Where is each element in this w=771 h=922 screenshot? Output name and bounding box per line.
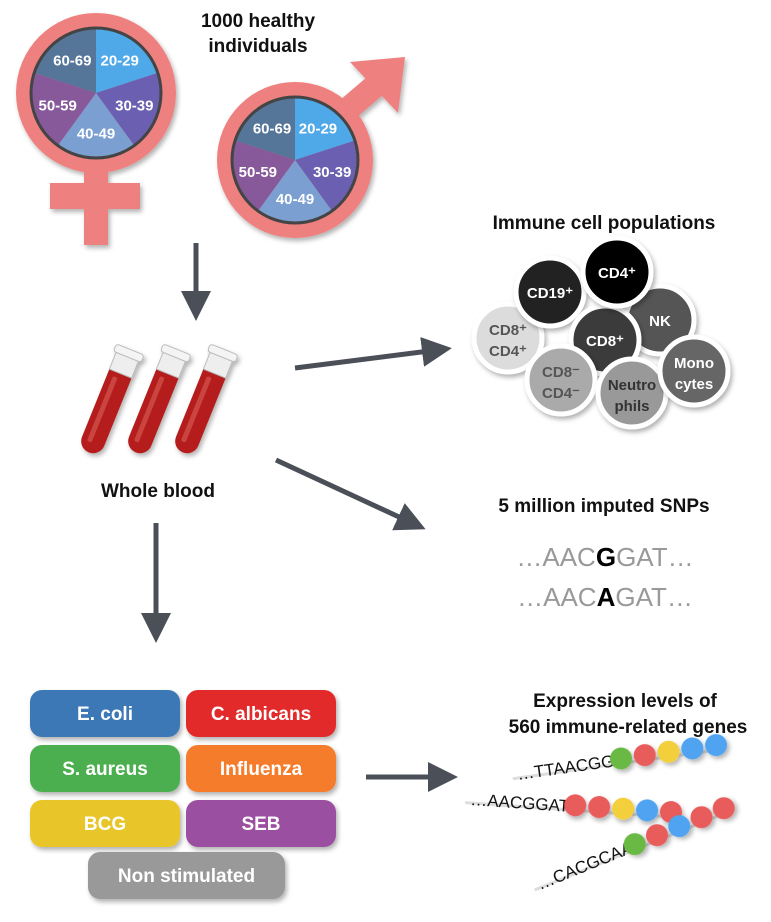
- snp-variant: G: [596, 542, 616, 572]
- expression-dot: [690, 806, 713, 829]
- stimulus-s-aureus: S. aureus: [30, 745, 180, 792]
- cell-label: CD8⁺: [489, 322, 527, 339]
- cell-label: NK: [649, 313, 671, 330]
- snp-sequence: …AACGGAT…: [516, 542, 693, 572]
- pie-slice-40-49: [257, 160, 333, 223]
- test-tube: [175, 344, 238, 454]
- male-age-pie: 20-29 30-39 40-49 50-59 60-69: [230, 95, 360, 225]
- cell-label: Neutro: [608, 377, 656, 394]
- age-group-label: 50-59: [38, 97, 76, 114]
- cell-label: cytes: [675, 376, 713, 393]
- stimuli-grid: E. coli C. albicans S. aureus Influenza BCG S…: [30, 690, 336, 899]
- age-group-label: 40-49: [276, 191, 314, 208]
- expression-dot: [681, 737, 704, 760]
- stimulus-label: E. coli: [77, 704, 133, 725]
- arrow-blood-to-snps: [274, 457, 426, 531]
- expression-dot: [712, 797, 735, 820]
- snp-variant: A: [597, 582, 616, 612]
- snps-title: 5 million imputed SNPs: [498, 496, 709, 517]
- expression-dot: [564, 794, 587, 817]
- pie-slice-30-39: [295, 140, 358, 211]
- expression-dot: [588, 796, 611, 819]
- cohort-title-line2: individuals: [208, 36, 307, 57]
- cell-label: CD4⁺: [598, 265, 636, 282]
- pie-slice-50-59: [31, 72, 97, 146]
- gene-sequence: …CACGCAA: [534, 838, 635, 894]
- gene-row: …TTAACGG: [512, 734, 728, 784]
- gene-sequence: …TTAACGG: [516, 752, 616, 784]
- stimulus-label: Non stimulated: [118, 866, 255, 887]
- arrow-blood-to-cells: [294, 337, 452, 371]
- flow-arrows: [141, 243, 458, 792]
- expression-dot: [705, 734, 728, 757]
- stimulus-label: BCG: [84, 814, 126, 835]
- pie-slice-60-69: [235, 97, 295, 160]
- expression-dot: [645, 824, 668, 847]
- stimulus-non-stimulated: Non stimulated: [88, 852, 285, 899]
- stimulus-label: S. aureus: [62, 759, 148, 780]
- cell-label: CD4⁺: [489, 343, 527, 360]
- pie-slice-20-29: [295, 97, 355, 160]
- expression-title-line2: 560 immune-related genes: [509, 717, 748, 738]
- expression-dot: [623, 833, 646, 856]
- test-tubes-icon: [81, 344, 238, 454]
- stimulus-e-coli: E. coli: [30, 690, 180, 737]
- immune-cell: Neutro phils: [595, 356, 669, 430]
- cell-label: CD8⁺: [586, 333, 624, 350]
- stimulus-label: Influenza: [220, 759, 303, 780]
- cell-label: phils: [614, 398, 649, 415]
- expression-dot: [633, 744, 656, 767]
- gene-expression-rows: …TTAACGG …AACGGAT …CACGCAA: [465, 734, 735, 894]
- gene-sequence: …AACGGAT: [470, 790, 570, 816]
- stimulus-bcg: BCG: [30, 800, 180, 847]
- expression-dot: [636, 799, 659, 822]
- gene-row: …AACGGAT: [465, 790, 682, 824]
- blood-label: Whole blood: [101, 481, 215, 502]
- pie-border: [230, 95, 360, 225]
- stimulus-seb: SEB: [186, 800, 336, 847]
- expression-title-line1: Expression levels of: [533, 691, 717, 712]
- immune-cell-cluster: CD8⁺ CD4⁺ CD19⁺ NK CD8⁺ CD4⁺ CD8⁻ CD4⁻ Neutro phi…: [471, 235, 731, 430]
- snp-sequences: …AACGGAT… …AACAGAT…: [516, 542, 693, 612]
- pie-slice-20-29: [96, 28, 158, 93]
- cell-label: CD19⁺: [527, 285, 573, 302]
- age-group-label: 20-29: [299, 120, 337, 137]
- expression-dot: [668, 815, 691, 838]
- expression-dot: [612, 797, 635, 820]
- test-tube: [128, 344, 191, 454]
- age-group-label: 20-29: [101, 52, 139, 69]
- pie-slice-50-59: [232, 140, 295, 211]
- pie-border: [29, 26, 163, 160]
- age-group-label: 30-39: [115, 97, 153, 114]
- immune-cell: Mono cytes: [657, 334, 731, 408]
- immune-title: Immune cell populations: [493, 213, 716, 234]
- age-group-label: 50-59: [239, 164, 277, 181]
- expression-dot: [657, 740, 680, 763]
- age-group-label: 60-69: [253, 120, 291, 137]
- immune-cell: CD4⁺: [580, 235, 654, 309]
- age-group-label: 60-69: [53, 52, 91, 69]
- stimulus-label: SEB: [241, 814, 280, 835]
- pie-slice-60-69: [34, 28, 96, 93]
- pie-slice-30-39: [96, 72, 162, 146]
- pie-slice-40-49: [57, 93, 135, 159]
- snp-sequence: …AACAGAT…: [517, 582, 693, 612]
- immune-cell: CD8⁺ CD4⁺: [471, 301, 545, 375]
- cell-label: Mono: [674, 355, 714, 372]
- cohort-title-line1: 1000 healthy: [201, 11, 315, 32]
- age-group-label: 30-39: [313, 164, 351, 181]
- cell-label: CD8⁻: [542, 364, 580, 381]
- expression-dot: [610, 747, 633, 770]
- stimulus-label: C. albicans: [211, 704, 311, 725]
- test-tube: [81, 344, 144, 454]
- immune-cell: CD8⁻ CD4⁻: [524, 343, 598, 417]
- age-group-label: 40-49: [77, 125, 115, 142]
- immune-cell: CD19⁺: [513, 255, 587, 329]
- stimulus-influenza: Influenza: [186, 745, 336, 792]
- stimulus-c-albicans: C. albicans: [186, 690, 336, 737]
- cell-label: CD4⁻: [542, 385, 580, 402]
